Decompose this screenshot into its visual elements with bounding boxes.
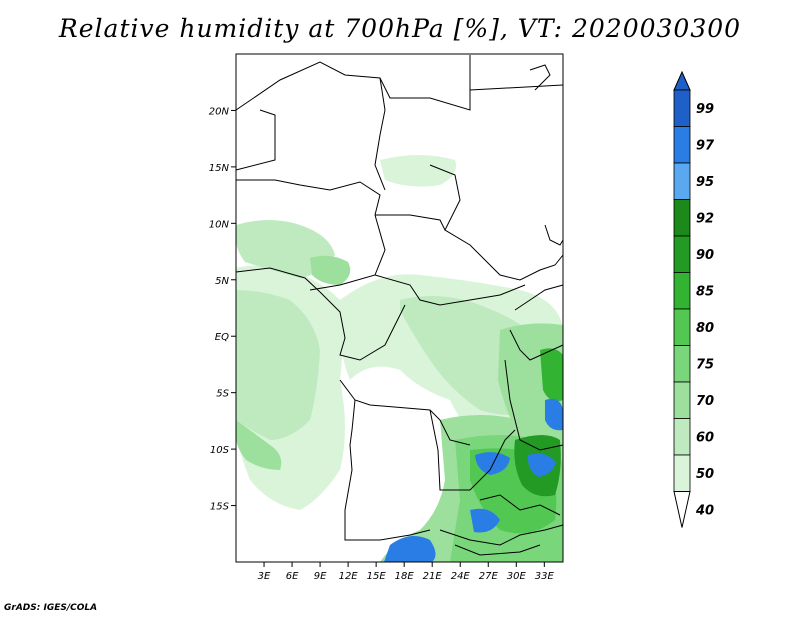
colorbar-segment xyxy=(673,162,691,200)
lon-tick-label: 30E xyxy=(507,571,527,582)
lat-tick-label: 10N xyxy=(209,219,230,230)
colorbar-segment xyxy=(673,126,691,164)
colorbar-label: 85 xyxy=(696,285,714,300)
longitude-axis: 3E 6E 9E 12E 15E 18E 21E 24E 27E 30E 33E xyxy=(258,562,555,582)
lat-tick-label: 20N xyxy=(209,106,230,117)
saturated-patch-3 xyxy=(470,508,500,533)
colorbar-label: 40 xyxy=(695,504,714,519)
colorbar-segment xyxy=(673,272,691,310)
colorbar-label: 70 xyxy=(696,394,714,409)
lat-tick-label: 5N xyxy=(215,276,229,287)
lon-tick-label: 21E xyxy=(423,571,443,582)
lon-tick-label: 27E xyxy=(479,571,499,582)
colorbar-label: 95 xyxy=(696,175,714,190)
lon-tick-label: 6E xyxy=(286,571,299,582)
colorbar-segment xyxy=(673,345,691,383)
moisture-area-north xyxy=(380,155,456,187)
lat-tick-label: EQ xyxy=(215,332,229,343)
lon-tick-label: 33E xyxy=(535,571,555,582)
colorbar-segment xyxy=(673,418,691,456)
grads-credit: GrADS: IGES/COLA xyxy=(4,603,98,613)
saturated-patch-5 xyxy=(540,348,563,402)
saturated-patch-1 xyxy=(475,452,510,475)
colorbar-bottom-arrow xyxy=(673,491,691,528)
chart-title: Relative humidity at 700hPa [%], VT: 202… xyxy=(58,14,742,43)
colorbar-segment xyxy=(673,89,691,127)
lon-tick-label: 15E xyxy=(367,571,387,582)
colorbar-label: 60 xyxy=(696,431,714,446)
moisture-area-cameroon xyxy=(310,255,351,285)
country-boundaries xyxy=(235,55,564,556)
moisture-area-west-africa xyxy=(236,220,335,278)
colorbar-label: 50 xyxy=(696,467,714,482)
saturated-patch-4 xyxy=(384,536,436,562)
lon-tick-label: 9E xyxy=(314,571,327,582)
colorbar-label: 97 xyxy=(696,139,715,154)
lat-tick-label: 10S xyxy=(210,445,230,456)
colorbar-segment xyxy=(673,308,691,346)
colorbar-top-arrow xyxy=(673,70,691,91)
moisture-area-gulf xyxy=(236,420,282,470)
moisture-area-west-inner xyxy=(236,290,320,440)
colorbar-label: 90 xyxy=(696,248,714,263)
colorbar-label: 99 xyxy=(696,102,714,117)
colorbar-segment xyxy=(673,235,691,273)
humidity-shading xyxy=(236,155,563,562)
lon-tick-label: 12E xyxy=(339,571,359,582)
colorbar-segment xyxy=(673,199,691,237)
colorbar-label: 75 xyxy=(696,358,714,373)
saturated-patch-6 xyxy=(545,398,563,431)
lon-tick-label: 18E xyxy=(395,571,415,582)
lat-tick-label: 15S xyxy=(210,502,230,513)
lon-tick-label: 3E xyxy=(258,571,271,582)
colorbar-label: 80 xyxy=(696,321,714,336)
colorbar: 99 97 95 92 90 85 80 75 70 60 50 40 xyxy=(673,70,715,528)
latitude-axis: 20N 15N 10N 5N EQ 5S 10S 15S xyxy=(209,106,236,513)
colorbar-label: 92 xyxy=(696,212,714,227)
colorbar-segment xyxy=(673,381,691,419)
lat-tick-label: 5S xyxy=(216,389,229,400)
saturated-patch-2 xyxy=(527,453,556,477)
lat-tick-label: 15N xyxy=(209,163,230,174)
map-frame xyxy=(235,53,564,563)
lon-tick-label: 24E xyxy=(451,571,471,582)
colorbar-segment xyxy=(673,454,691,492)
